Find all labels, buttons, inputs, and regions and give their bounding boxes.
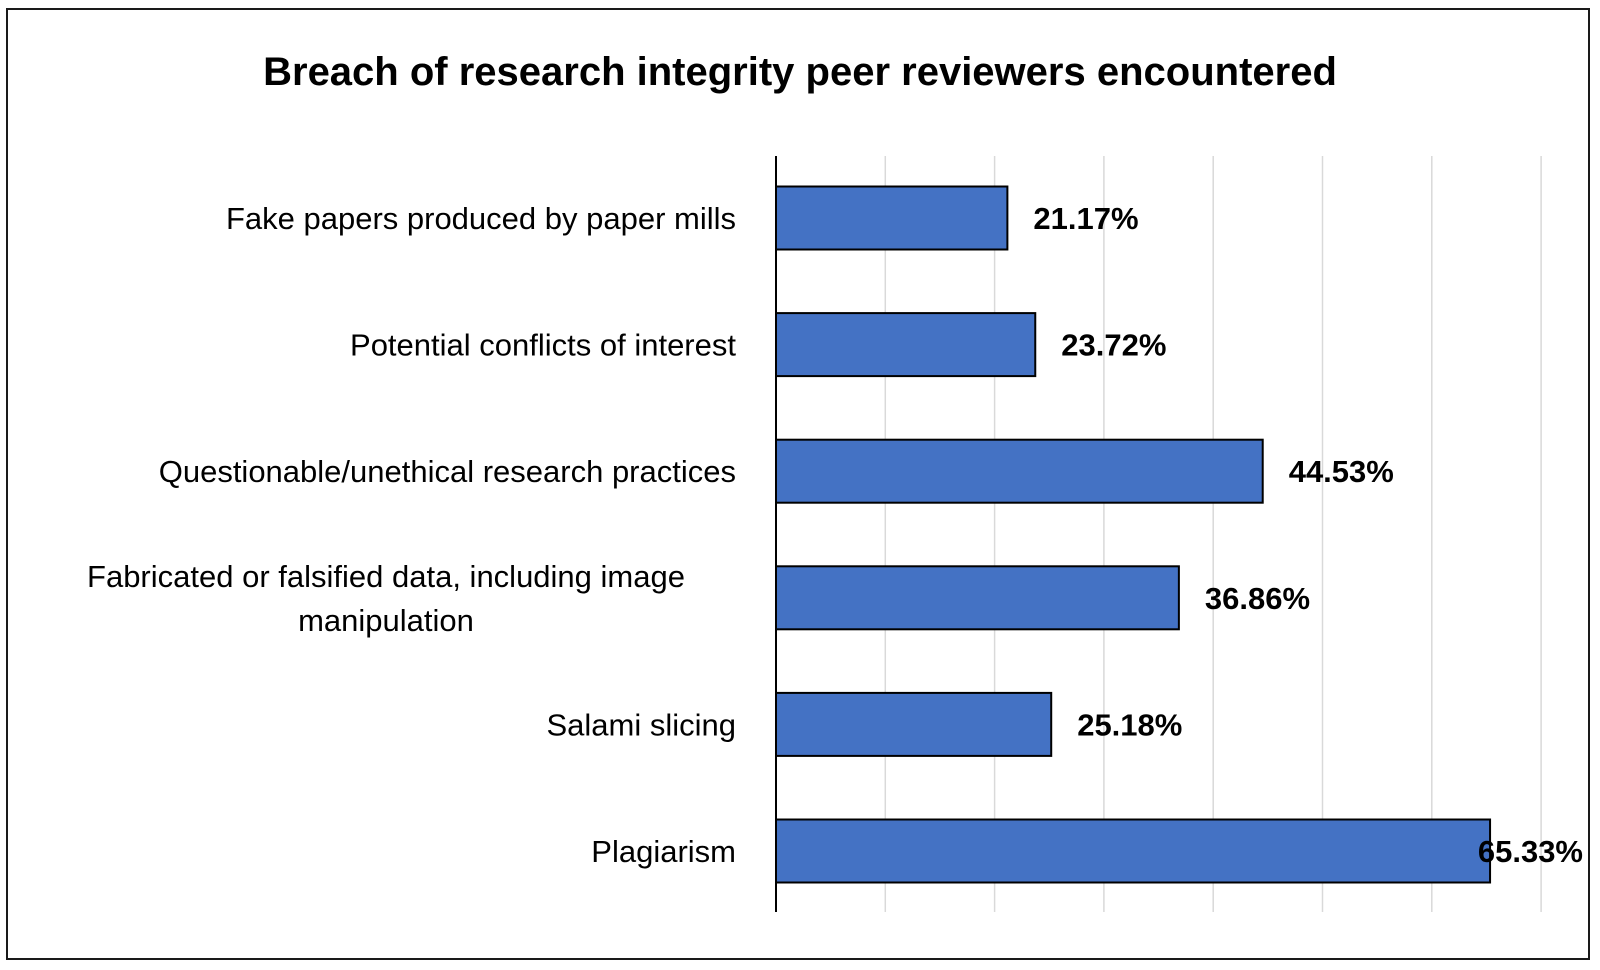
bar-5 bbox=[775, 818, 1492, 884]
value-label-5: 65.33% bbox=[1478, 834, 1583, 869]
chart-title: Breach of research integrity peer review… bbox=[263, 50, 1337, 94]
value-label-1: 23.72% bbox=[1061, 328, 1166, 363]
bar-2 bbox=[775, 438, 1264, 504]
bar-0 bbox=[775, 185, 1009, 251]
value-label-2: 44.53% bbox=[1289, 454, 1394, 489]
bar-1 bbox=[775, 312, 1037, 378]
category-label-0: Fake papers produced by paper mills bbox=[226, 201, 736, 236]
bar-4 bbox=[775, 691, 1053, 757]
value-labels: 21.17% 23.72% 44.53% 36.86% 25.18% 65.33% bbox=[1033, 201, 1583, 869]
category-label-2: Questionable/unethical research practice… bbox=[159, 454, 736, 489]
value-label-4: 25.18% bbox=[1077, 707, 1182, 742]
bar-3 bbox=[775, 565, 1180, 631]
category-label-1: Potential conflicts of interest bbox=[350, 328, 736, 363]
value-label-0: 21.17% bbox=[1033, 201, 1138, 236]
category-labels: Fake papers produced by paper mills Poten… bbox=[87, 201, 736, 869]
category-label-5: Plagiarism bbox=[591, 834, 736, 869]
value-label-3: 36.86% bbox=[1205, 581, 1310, 616]
category-label-4: Salami slicing bbox=[546, 707, 736, 742]
bars bbox=[775, 185, 1492, 884]
gridlines bbox=[884, 156, 1542, 912]
category-label-3: Fabricated or falsified data, including … bbox=[87, 559, 685, 638]
